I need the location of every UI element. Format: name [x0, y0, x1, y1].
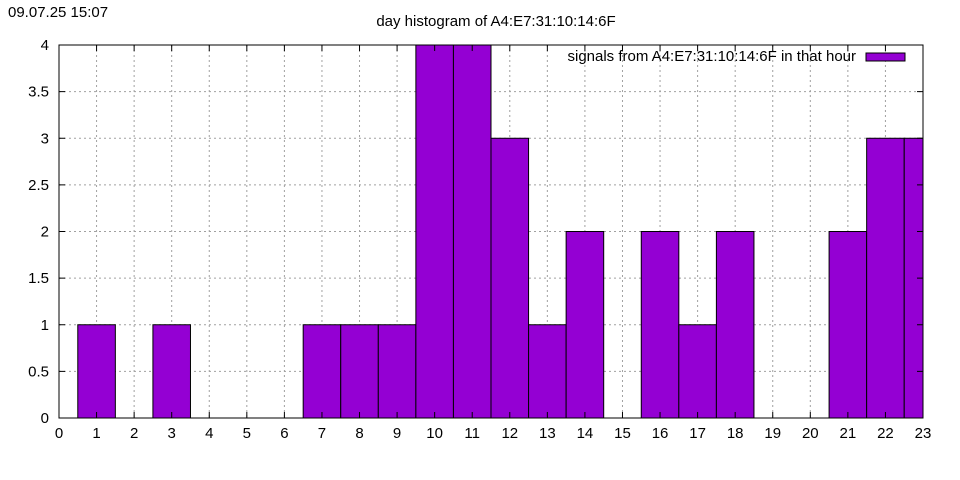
legend-label: signals from A4:E7:31:10:14:6F in that h… — [567, 48, 856, 65]
x-tick-label: 4 — [205, 425, 213, 442]
y-tick-label: 1.5 — [28, 270, 49, 287]
y-tick-label: 0 — [41, 410, 49, 427]
x-tick-label: 5 — [243, 425, 251, 442]
histogram-bar — [715, 231, 755, 419]
histogram-bar — [77, 324, 116, 419]
histogram-bar — [678, 324, 717, 419]
x-tick-label: 23 — [915, 425, 932, 442]
x-tick-label: 11 — [464, 425, 480, 442]
histogram-bar — [152, 324, 191, 419]
histogram-bar — [490, 137, 530, 419]
x-tick-label: 21 — [840, 425, 857, 442]
x-tick-label: 7 — [318, 425, 326, 442]
x-tick-label: 14 — [577, 425, 594, 442]
histogram-bar — [302, 324, 342, 419]
histogram-bar — [640, 231, 680, 419]
x-tick-label: 10 — [426, 425, 443, 442]
chart-title: day histogram of A4:E7:31:10:14:6F — [376, 13, 615, 30]
x-tick-label: 19 — [764, 425, 781, 442]
x-tick-label: 20 — [802, 425, 819, 442]
y-tick-label: 3.5 — [28, 84, 49, 101]
y-tick-label: 2 — [41, 224, 49, 241]
x-tick-label: 12 — [501, 425, 518, 442]
y-tick-label: 1 — [41, 317, 49, 334]
histogram-bar — [866, 137, 905, 419]
histogram-bar — [415, 44, 454, 419]
legend-swatch — [865, 52, 906, 62]
tick-layer: 0 1 2 3 4 5 6 7 8 9 10 11 12 13 14 15 16 17 18 19 20 21 22 2300… — [28, 37, 931, 442]
x-tick-label: 13 — [539, 425, 556, 442]
x-tick-label: 3 — [168, 425, 176, 442]
x-tick-label: 16 — [652, 425, 669, 442]
timestamp: 09.07.25 15:07 — [8, 4, 109, 21]
y-tick-label: 0.5 — [28, 363, 49, 380]
y-tick-label: 2.5 — [28, 177, 49, 194]
histogram-bar — [565, 231, 605, 419]
histogram-bar — [377, 324, 417, 419]
x-tick-label: 17 — [689, 425, 706, 442]
y-tick-label: 3 — [41, 130, 49, 147]
x-tick-label: 0 — [55, 425, 63, 442]
histogram-bar — [340, 324, 379, 419]
histogram-bar — [528, 324, 567, 419]
histogram-bar — [828, 231, 868, 419]
x-tick-label: 15 — [614, 425, 631, 442]
bar-layer — [77, 44, 924, 419]
x-tick-label: 1 — [92, 425, 100, 442]
x-tick-label: 22 — [877, 425, 894, 442]
x-tick-label: 2 — [130, 425, 138, 442]
x-tick-label: 8 — [355, 425, 363, 442]
histogram-bar — [452, 44, 492, 419]
x-tick-label: 9 — [393, 425, 401, 442]
legend: signals from A4:E7:31:10:14:6F in that h… — [567, 48, 906, 65]
y-tick-label: 4 — [41, 37, 49, 54]
x-tick-label: 18 — [727, 425, 744, 442]
x-tick-label: 6 — [280, 425, 288, 442]
